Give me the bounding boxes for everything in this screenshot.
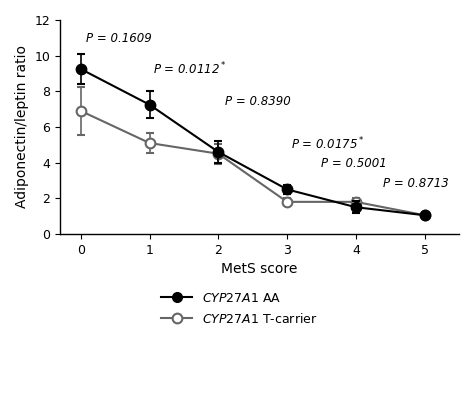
Text: P = 0.1609: P = 0.1609 (86, 32, 152, 45)
Text: P = 0.0112$^*$: P = 0.0112$^*$ (153, 61, 226, 78)
Y-axis label: Adiponectin/leptin ratio: Adiponectin/leptin ratio (15, 45, 29, 208)
Text: P = 0.5001: P = 0.5001 (321, 157, 387, 170)
Text: P = 0.8713: P = 0.8713 (383, 177, 449, 190)
Text: P = 0.8390: P = 0.8390 (225, 95, 291, 108)
Legend: $\it{CYP27A1}$ AA, $\it{CYP27A1}$ T-carrier: $\it{CYP27A1}$ AA, $\it{CYP27A1}$ T-carr… (156, 287, 323, 331)
X-axis label: MetS score: MetS score (221, 262, 298, 276)
Text: P = 0.0175$^*$: P = 0.0175$^*$ (291, 136, 364, 152)
